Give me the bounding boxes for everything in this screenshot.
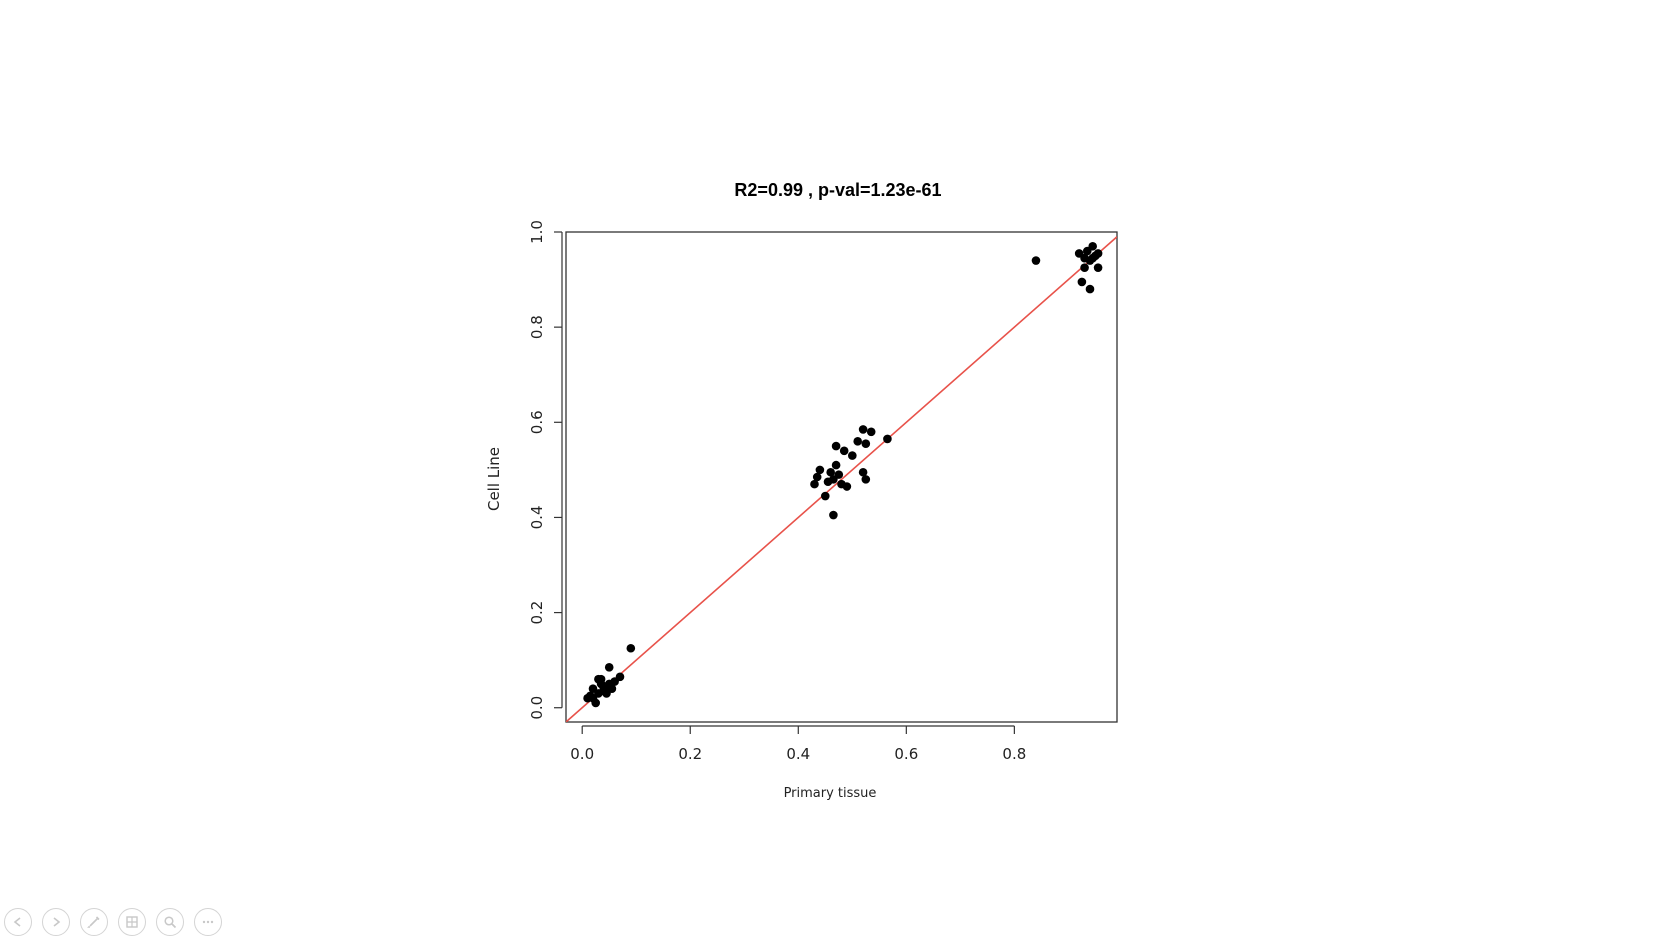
data-point bbox=[831, 460, 841, 470]
plot-frame bbox=[565, 231, 1118, 723]
data-point bbox=[1080, 263, 1089, 272]
data-point bbox=[1085, 284, 1095, 294]
slides-grid-icon bbox=[126, 916, 138, 928]
data-point bbox=[829, 510, 838, 520]
data-point bbox=[812, 472, 822, 482]
data-point bbox=[615, 672, 625, 682]
data-point bbox=[826, 467, 835, 477]
x-tick-label: 0.0 bbox=[570, 745, 594, 763]
y-tick-label: 0.0 bbox=[528, 696, 546, 720]
data-point bbox=[853, 437, 863, 446]
next-slide-icon bbox=[53, 917, 61, 927]
data-point bbox=[588, 684, 598, 693]
y-tick-label: 1.0 bbox=[528, 220, 546, 244]
data-point bbox=[866, 427, 876, 437]
y-axis-label: Cell Line bbox=[485, 447, 503, 511]
data-point bbox=[834, 470, 844, 479]
data-point bbox=[810, 479, 819, 489]
y-tick-label: 0.4 bbox=[528, 506, 546, 530]
data-point bbox=[815, 465, 825, 475]
fit-line bbox=[566, 236, 1117, 722]
data-point bbox=[1088, 241, 1097, 251]
prev-slide-icon bbox=[13, 917, 21, 927]
more-icon bbox=[202, 920, 214, 924]
presentation-controls bbox=[4, 908, 222, 936]
pen-button[interactable] bbox=[80, 908, 108, 936]
x-tick-label: 0.6 bbox=[894, 745, 918, 763]
y-tick-label: 0.2 bbox=[528, 601, 546, 625]
data-point bbox=[626, 643, 636, 653]
data-point bbox=[839, 446, 849, 456]
data-point bbox=[861, 439, 871, 448]
data-point bbox=[820, 491, 830, 501]
data-point bbox=[607, 684, 617, 693]
data-point bbox=[842, 482, 852, 491]
data-point bbox=[1077, 277, 1087, 287]
next-slide-button[interactable] bbox=[42, 908, 70, 936]
y-tick-label: 0.6 bbox=[528, 410, 546, 434]
data-point bbox=[883, 434, 892, 444]
more-button[interactable] bbox=[194, 908, 222, 936]
x-tick-label: 0.8 bbox=[1002, 745, 1026, 763]
data-point bbox=[1088, 253, 1097, 263]
data-point bbox=[604, 662, 614, 672]
data-point bbox=[1031, 256, 1041, 265]
data-point bbox=[1093, 263, 1103, 272]
data-point bbox=[848, 451, 857, 460]
data-point bbox=[599, 686, 609, 696]
data-point bbox=[596, 674, 606, 684]
prev-slide-button[interactable] bbox=[4, 908, 32, 936]
x-tick-label: 0.2 bbox=[678, 745, 702, 763]
zoom-button[interactable] bbox=[156, 908, 184, 936]
chart-title: R2=0.99 , p-val=1.23e-61 bbox=[734, 180, 941, 200]
x-tick-label: 0.4 bbox=[786, 745, 810, 763]
data-point bbox=[831, 441, 841, 451]
slides-grid-button[interactable] bbox=[118, 908, 146, 936]
zoom-icon bbox=[164, 916, 177, 929]
y-tick-label: 0.8 bbox=[528, 315, 546, 339]
pen-icon bbox=[87, 916, 100, 928]
x-axis-label: Primary tissue bbox=[784, 786, 877, 801]
data-point bbox=[858, 467, 868, 477]
data-point bbox=[858, 425, 868, 434]
data-point bbox=[591, 698, 601, 708]
data-point bbox=[861, 475, 871, 484]
